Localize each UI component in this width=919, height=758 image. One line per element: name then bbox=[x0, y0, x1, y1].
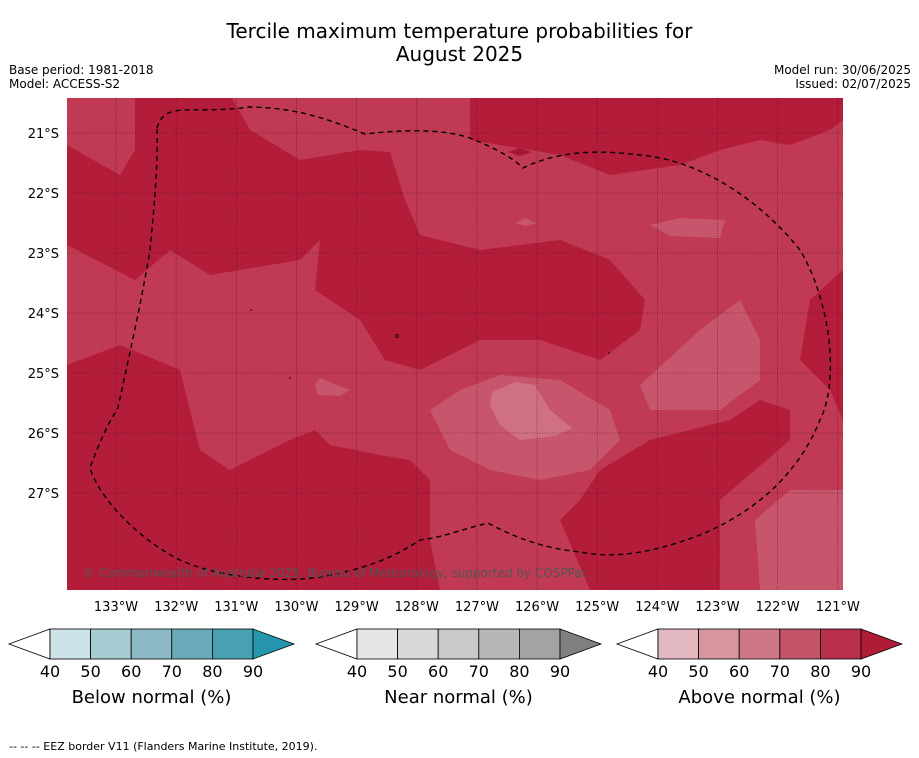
eez-border bbox=[89, 106, 832, 581]
colorbar-segment bbox=[738, 628, 781, 660]
latitude-label: 23°S bbox=[28, 247, 59, 262]
island-marker bbox=[289, 377, 291, 379]
colorbar-segment bbox=[519, 628, 561, 660]
colorbar-tick-label: 40 bbox=[648, 662, 668, 681]
longitude-label: 131°W bbox=[214, 600, 258, 615]
longitude-label: 128°W bbox=[395, 600, 439, 615]
latitude-label: 26°S bbox=[28, 427, 59, 442]
longitude-label: 123°W bbox=[695, 600, 739, 615]
longitude-label: 124°W bbox=[635, 600, 679, 615]
latitude-label: 21°S bbox=[28, 127, 59, 142]
latitude-label: 25°S bbox=[28, 367, 59, 382]
longitude-label: 132°W bbox=[154, 600, 198, 615]
colorbar-extend-high bbox=[860, 628, 904, 660]
colorbar: 40 50 60 70 80 90 Above normal (%) bbox=[615, 628, 904, 708]
colorbar-tick-label: 50 bbox=[387, 662, 407, 681]
meta-right: Model run: 30/06/2025 Issued: 02/07/2025 bbox=[774, 63, 911, 91]
longitude-label: 129°W bbox=[335, 600, 379, 615]
colorbar-tick-label: 90 bbox=[243, 662, 263, 681]
contour-band-60-70 bbox=[315, 218, 843, 590]
longitude-label: 126°W bbox=[515, 600, 559, 615]
longitude-label: 125°W bbox=[575, 600, 619, 615]
colorbar-segment bbox=[90, 628, 132, 660]
colorbar-segment bbox=[49, 628, 91, 660]
island-marker bbox=[608, 352, 610, 354]
longitude-label: 127°W bbox=[455, 600, 499, 615]
colorbar-extend-high bbox=[252, 628, 296, 660]
colorbar-tick-label: 70 bbox=[469, 662, 489, 681]
colorbar-extend-low bbox=[7, 628, 51, 660]
longitude-labels: 133°W 132°W 131°W 130°W 129°W 128°W 127°W 126°W… bbox=[94, 600, 860, 615]
colorbar-segment bbox=[698, 628, 740, 660]
issued-date: Issued: 02/07/2025 bbox=[795, 77, 911, 91]
colorbar-segment bbox=[478, 628, 520, 660]
colorbar-tick-label: 70 bbox=[162, 662, 182, 681]
colorbars: 40 50 60 70 80 90 Below normal (%) 40 50 60 70 80 90… bbox=[7, 628, 904, 708]
eez-footnote: -- -- -- EEZ border V11 (Flanders Marine… bbox=[9, 740, 318, 753]
probability-map: © Commonwealth of Australia 2025, Bureau… bbox=[67, 98, 843, 590]
colorbar-segment bbox=[356, 628, 398, 660]
latitude-labels: 21°S 22°S 23°S 24°S 25°S 26°S 27°S bbox=[28, 127, 59, 502]
colorbar-extend-low bbox=[314, 628, 358, 660]
colorbar-title: Near normal (%) bbox=[384, 687, 533, 708]
colorbar-segment bbox=[211, 628, 254, 660]
colorbar-title: Above normal (%) bbox=[678, 687, 840, 708]
contour-spot bbox=[508, 148, 532, 156]
colorbar: 40 50 60 70 80 90 Near normal (%) bbox=[314, 628, 603, 708]
longitude-label: 130°W bbox=[274, 600, 318, 615]
colorbar-tick-label: 90 bbox=[550, 662, 570, 681]
longitude-label: 122°W bbox=[756, 600, 800, 615]
colorbar-tick-label: 60 bbox=[121, 662, 141, 681]
colorbar-segment bbox=[657, 628, 699, 660]
colorbar-segment bbox=[130, 628, 173, 660]
colorbar-tick-label: 60 bbox=[729, 662, 749, 681]
colorbar-tick-label: 90 bbox=[851, 662, 871, 681]
colorbar-tick-label: 60 bbox=[428, 662, 448, 681]
colorbar-tick-label: 70 bbox=[770, 662, 790, 681]
contour-band-50-60 bbox=[490, 382, 572, 440]
colorbar-tick-label: 50 bbox=[80, 662, 100, 681]
model-run: Model run: 30/06/2025 bbox=[773, 63, 911, 77]
title-line-1: Tercile maximum temperature probabilitie… bbox=[226, 19, 693, 43]
contour-band-70-80 bbox=[67, 98, 843, 590]
copyright-text: © Commonwealth of Australia 2025, Bureau… bbox=[83, 566, 588, 580]
graticule bbox=[67, 98, 843, 590]
latitude-label: 22°S bbox=[28, 187, 59, 202]
colorbar-segment bbox=[437, 628, 480, 660]
colorbar-tick-label: 80 bbox=[202, 662, 222, 681]
model-name: Model: ACCESS-S2 bbox=[9, 77, 121, 91]
colorbar-extend-high bbox=[559, 628, 603, 660]
colorbar-tick-label: 80 bbox=[810, 662, 830, 681]
longitude-label: 121°W bbox=[816, 600, 860, 615]
colorbar-tick-label: 40 bbox=[347, 662, 367, 681]
colorbar-title: Below normal (%) bbox=[72, 687, 232, 708]
title-line-2: August 2025 bbox=[395, 42, 524, 66]
colorbar-segment bbox=[171, 628, 213, 660]
base-period: Base period: 1981-2018 bbox=[9, 63, 154, 77]
colorbar-segment bbox=[820, 628, 862, 660]
colorbar-tick-label: 50 bbox=[688, 662, 708, 681]
island-marker bbox=[395, 334, 399, 338]
colorbar: 40 50 60 70 80 90 Below normal (%) bbox=[7, 628, 296, 708]
latitude-label: 24°S bbox=[28, 307, 59, 322]
longitude-label: 133°W bbox=[94, 600, 138, 615]
latitude-label: 27°S bbox=[28, 487, 59, 502]
map-title: Tercile maximum temperature probabilitie… bbox=[0, 20, 919, 66]
colorbar-segment bbox=[397, 628, 439, 660]
colorbar-tick-label: 80 bbox=[509, 662, 529, 681]
colorbar-segment bbox=[779, 628, 821, 660]
contour-spot bbox=[515, 218, 537, 226]
colorbar-extend-low bbox=[615, 628, 659, 660]
island-marker bbox=[250, 309, 252, 311]
meta-left: Base period: 1981-2018 Model: ACCESS-S2 bbox=[9, 63, 154, 91]
colorbar-tick-label: 40 bbox=[40, 662, 60, 681]
